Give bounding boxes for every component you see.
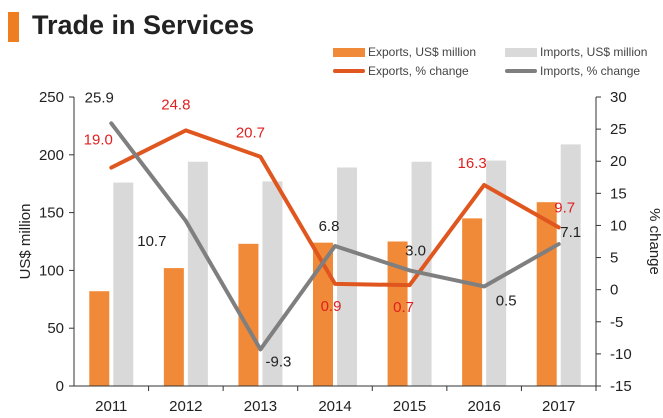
x-tick-label: 2014 — [318, 398, 351, 415]
exports-bar — [536, 202, 557, 386]
y2-tick-label: 15 — [610, 185, 627, 202]
y-tick-label: 150 — [39, 205, 64, 222]
imports-change-label: 6.8 — [319, 218, 340, 235]
bar-layer — [89, 144, 581, 386]
y2-tick-label: -15 — [610, 378, 632, 395]
exports-bar — [163, 268, 184, 386]
axes-layer: 0 50 100 150 200 250 -15 -10 -5 0 5 10 15 20 25 30 2011 2… — [17, 89, 663, 415]
legend-imports-line-swatch — [505, 69, 537, 73]
y-tick-label: 0 — [56, 378, 64, 395]
imports-change-label: 25.9 — [85, 89, 114, 106]
legend-imports-line-label: Imports, % change — [540, 64, 641, 78]
x-tick-label: 2015 — [393, 398, 426, 415]
imports-bar — [486, 160, 507, 386]
exports-change-label: 0.9 — [321, 298, 342, 315]
legend-exports-line: Exports, % change — [333, 64, 469, 78]
y-axis-title: US$ million — [17, 204, 34, 280]
legend-exports-line-label: Exports, % change — [368, 64, 469, 78]
imports-bar — [262, 181, 283, 386]
y2-tick-label: 0 — [610, 282, 618, 299]
legend-imports-line: Imports, % change — [505, 64, 640, 78]
legend-exports-bar-swatch — [333, 47, 365, 57]
y2-tick-label: 10 — [610, 217, 627, 234]
title-accent-bar — [8, 12, 19, 42]
x-tick-label: 2016 — [467, 398, 500, 415]
x-tick-label: 2011 — [95, 398, 127, 415]
exports-change-line — [109, 128, 561, 288]
x-tick-label: 2013 — [244, 398, 277, 415]
exports-bar — [313, 242, 333, 386]
exports-bar — [238, 243, 259, 386]
legend-imports-bar-swatch — [505, 47, 537, 57]
exports-bar — [89, 291, 110, 386]
y2-tick-label: -10 — [610, 346, 632, 363]
imports-bar — [560, 144, 581, 386]
imports-change-label: 3.0 — [405, 242, 426, 259]
exports-change-label: 9.7 — [554, 199, 575, 216]
y-tick-label: 200 — [39, 147, 64, 164]
legend-imports-bar-label: Imports, US$ million — [540, 45, 648, 59]
imports-change-label: 7.1 — [560, 224, 581, 241]
x-tick-label: 2017 — [542, 398, 575, 415]
line-layer — [109, 121, 561, 352]
y2-tick-label: 25 — [610, 121, 627, 138]
exports-bar — [387, 241, 408, 386]
imports-change-label: -9.3 — [265, 353, 291, 370]
y2-tick-label: 20 — [610, 153, 627, 170]
y-tick-label: 100 — [39, 262, 64, 279]
data-label-layer: 19.0 24.8 20.7 0.9 0.7 16.3 9.7 25.9 10.7 -9.3 6.8… — [84, 89, 581, 370]
imports-change-label: 0.5 — [496, 292, 517, 309]
x-tick-label: 2012 — [169, 398, 202, 415]
exports-change-label: 19.0 — [84, 132, 113, 149]
page-title: Trade in Services — [32, 10, 255, 40]
exports-change-label: 16.3 — [458, 155, 487, 172]
imports-bar — [113, 182, 134, 386]
y2-tick-label: 30 — [610, 89, 627, 106]
y2-tick-label: -5 — [610, 314, 623, 331]
legend-exports-line-swatch — [333, 69, 365, 73]
exports-bar — [462, 218, 483, 386]
exports-change-label: 0.7 — [393, 299, 414, 316]
imports-change-label: 10.7 — [137, 233, 166, 250]
y-tick-label: 50 — [47, 320, 64, 337]
y-tick-label: 250 — [39, 89, 64, 106]
legend-exports-bar-label: Exports, US$ million — [368, 45, 477, 59]
imports-bar — [337, 167, 357, 386]
imports-change-line — [109, 121, 561, 352]
exports-change-label: 20.7 — [236, 125, 265, 142]
legend-imports-bar: Imports, US$ million — [505, 45, 647, 59]
imports-bar — [187, 161, 208, 386]
y2-tick-label: 5 — [610, 250, 618, 267]
y2-axis-title: % change — [646, 208, 663, 275]
legend-exports-bar: Exports, US$ million — [333, 45, 476, 59]
exports-change-label: 24.8 — [161, 96, 190, 113]
